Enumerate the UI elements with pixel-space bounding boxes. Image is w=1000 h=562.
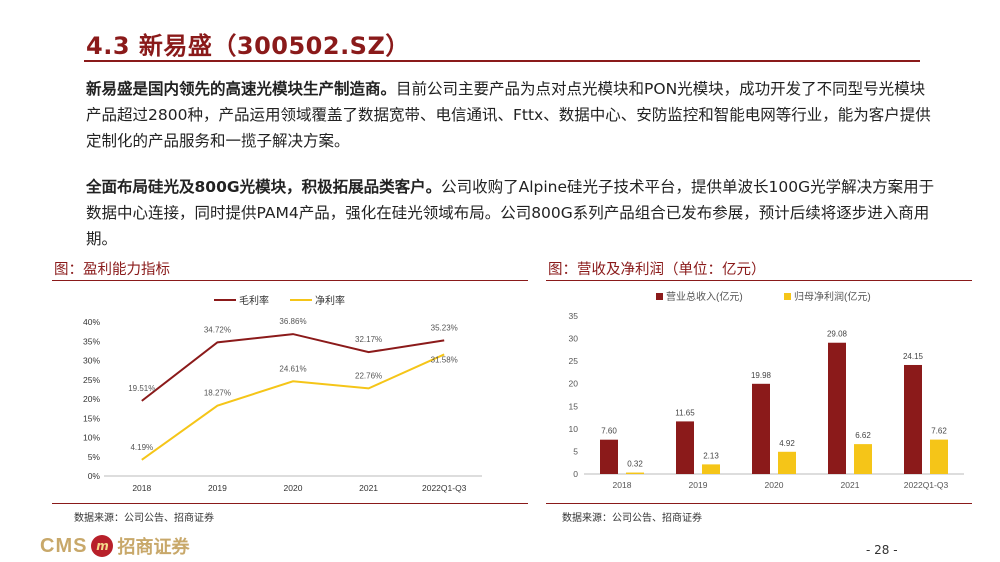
paragraph-silicon-photonics: 全面布局硅光及800G光模块，积极拓展品类客户。公司收购了Alpine硅光子技术…	[86, 174, 938, 252]
y-tick-label: 35%	[83, 336, 100, 346]
data-label: 36.86%	[279, 317, 306, 326]
series-line-gross-margin	[141, 333, 445, 402]
legend-label-net-margin: 净利率	[315, 294, 345, 307]
figure-right-source: 数据来源：公司公告、招商证券	[562, 513, 702, 524]
data-label: 22.76%	[355, 371, 382, 380]
y-tick-label: 30	[569, 334, 579, 344]
data-label: 0.32	[627, 460, 643, 469]
y-tick-label: 10%	[83, 433, 100, 443]
x-tick-label: 2018	[132, 483, 151, 493]
figure-right-bottom-rule	[546, 503, 972, 504]
data-label: 7.62	[931, 427, 947, 436]
cms-logo: CMS m 招商证券	[40, 533, 189, 559]
y-tick-label: 20	[569, 379, 579, 389]
data-label: 24.61%	[279, 364, 306, 373]
figure-left-bottom-rule	[52, 503, 528, 504]
revenue-profit-bar-chart: 0 5 10 15 20 25 30 35 2018 2019 2020 2021 2022Q1-Q3 营…	[569, 290, 964, 490]
x-tick-label: 2020	[284, 483, 303, 493]
title-divider	[84, 60, 920, 62]
data-label: 11.65	[675, 408, 695, 417]
x-tick-label: 2019	[208, 483, 227, 493]
data-label: 18.27%	[204, 389, 231, 398]
legend-swatch-revenue	[656, 293, 663, 300]
x-tick-label: 2020	[765, 480, 784, 490]
data-label: 2.13	[703, 451, 719, 460]
bar-net-profit	[854, 444, 872, 474]
bar-revenue	[752, 383, 770, 474]
y-tick-label: 10	[569, 424, 579, 434]
y-tick-label: 15	[569, 401, 579, 411]
bar-revenue	[600, 439, 618, 474]
paragraph-overview-lead: 新易盛是国内领先的高速光模块生产制造商。	[86, 80, 397, 98]
logo-badge-icon: m	[91, 535, 114, 557]
y-tick-label: 25%	[83, 375, 100, 385]
page-title: 4.3 新易盛（300502.SZ）	[86, 32, 410, 60]
logo-cn-text: 招商证券	[117, 537, 190, 558]
data-label: 4.19%	[130, 443, 153, 452]
x-tick-label: 2018	[613, 480, 632, 490]
data-label: 32.17%	[355, 335, 382, 344]
profitability-line-chart: 0% 5% 10% 15% 20% 25% 30% 35% 40% 2018 2019 2020 202…	[83, 294, 482, 493]
data-label: 6.62	[855, 431, 871, 440]
bar-revenue	[676, 421, 694, 474]
x-tick-label: 2021	[841, 480, 860, 490]
data-label: 34.72%	[204, 325, 231, 334]
y-tick-label: 20%	[83, 394, 100, 404]
figure-left-top-rule	[52, 280, 528, 281]
y-tick-label: 5	[573, 446, 578, 456]
bar-net-profit	[626, 472, 644, 474]
data-label: 24.15	[903, 352, 924, 361]
bar-net-profit	[930, 439, 948, 474]
figure-left-source: 数据来源：公司公告、招商证券	[74, 513, 214, 524]
paragraph-overview-body: 目前公司主要产品为点对点光模块和PON光模块，成功开发了不同型号光模块产品超过2…	[86, 80, 931, 150]
bar-revenue	[828, 342, 846, 474]
page-number: - 28 -	[866, 543, 898, 557]
y-tick-label: 15%	[83, 413, 100, 423]
legend-label-gross-margin: 毛利率	[239, 294, 269, 307]
series-line-net-margin	[141, 353, 445, 461]
x-tick-label: 2021	[359, 483, 378, 493]
bar-net-profit	[778, 451, 796, 474]
data-label: 29.08	[827, 330, 848, 339]
paragraph-silicon-body: 公司收购了Alpine硅光子技术平台，提供单波长100G光学解决方案用于数据中心…	[86, 178, 935, 248]
data-label: 7.60	[601, 427, 617, 436]
data-label: 19.51%	[128, 384, 155, 393]
data-label: 31.58%	[431, 355, 458, 364]
bar-revenue	[904, 364, 922, 474]
y-tick-label: 35	[569, 311, 579, 321]
paragraph-silicon-lead: 全面布局硅光及800G光模块，积极拓展品类客户。	[86, 178, 442, 196]
legend-swatch-net-profit	[784, 293, 791, 300]
x-tick-label: 2022Q1-Q3	[422, 483, 467, 493]
y-tick-label: 30%	[83, 356, 100, 366]
figure-left-title: 图：盈利能力指标	[54, 262, 170, 278]
logo-text: CMS	[40, 534, 88, 557]
data-label: 35.23%	[431, 323, 458, 332]
data-label: 19.98	[751, 371, 772, 380]
figure-right-title: 图：营收及净利润（单位：亿元）	[548, 262, 766, 278]
bar-net-profit	[702, 464, 720, 474]
y-tick-label: 0%	[88, 471, 101, 481]
y-tick-label: 0	[573, 469, 578, 479]
x-tick-label: 2022Q1-Q3	[904, 480, 949, 490]
legend-label-net-profit: 归母净利润(亿元)	[794, 290, 871, 303]
y-tick-label: 5%	[88, 452, 101, 462]
paragraph-overview: 新易盛是国内领先的高速光模块生产制造商。目前公司主要产品为点对点光模块和PON光…	[86, 76, 938, 154]
x-tick-label: 2019	[689, 480, 708, 490]
y-tick-label: 40%	[83, 317, 100, 327]
legend-label-revenue: 营业总收入(亿元)	[666, 290, 743, 303]
data-label: 4.92	[779, 439, 795, 448]
y-tick-label: 25	[569, 356, 579, 366]
figure-right-top-rule	[546, 280, 972, 281]
